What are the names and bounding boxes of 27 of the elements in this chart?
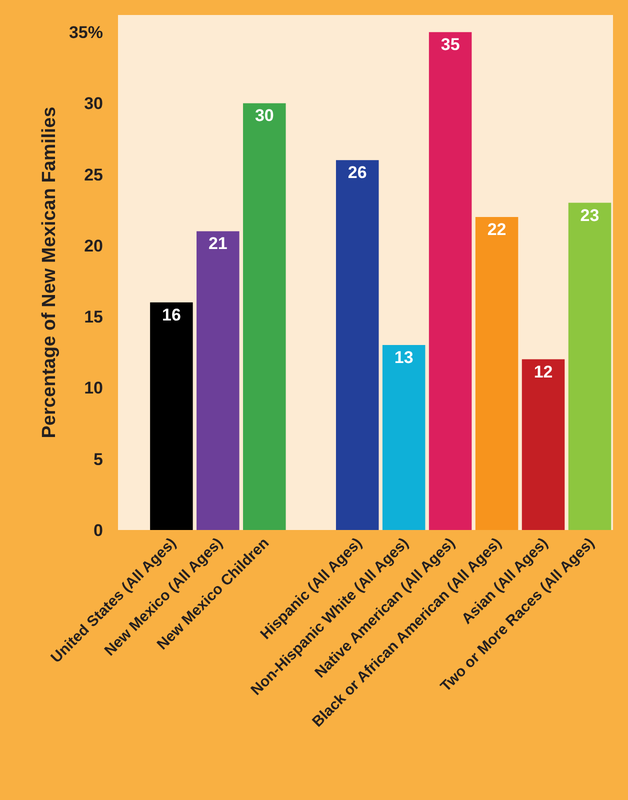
- bar: [196, 231, 240, 530]
- data-label: 12: [534, 362, 553, 382]
- data-label: 22: [487, 220, 506, 240]
- data-label: 16: [162, 305, 181, 324]
- y-tick-label: 0: [94, 520, 103, 540]
- y-tick-label: 35%: [68, 23, 103, 42]
- bar: [428, 32, 472, 530]
- bar: [336, 160, 379, 530]
- bar: [243, 103, 286, 530]
- bar: [522, 359, 565, 530]
- y-tick-label: 30: [84, 94, 103, 114]
- bar: [568, 202, 612, 530]
- data-label: 26: [348, 163, 367, 182]
- data-label: 23: [580, 206, 600, 225]
- bar: [475, 217, 518, 530]
- bar: [382, 345, 426, 530]
- y-tick-label: 20: [84, 236, 103, 256]
- y-tick-label: 25: [84, 165, 103, 184]
- data-label: 35: [440, 35, 460, 54]
- data-label: 30: [254, 106, 274, 126]
- bar: [150, 302, 193, 530]
- data-label: 13: [394, 348, 414, 368]
- y-tick-label: 5: [94, 450, 103, 469]
- y-tick-label: 15: [84, 308, 103, 327]
- data-label: 21: [208, 234, 228, 254]
- y-axis-title: Percentage of New Mexican Families: [38, 106, 60, 438]
- y-tick-label: 10: [84, 378, 103, 398]
